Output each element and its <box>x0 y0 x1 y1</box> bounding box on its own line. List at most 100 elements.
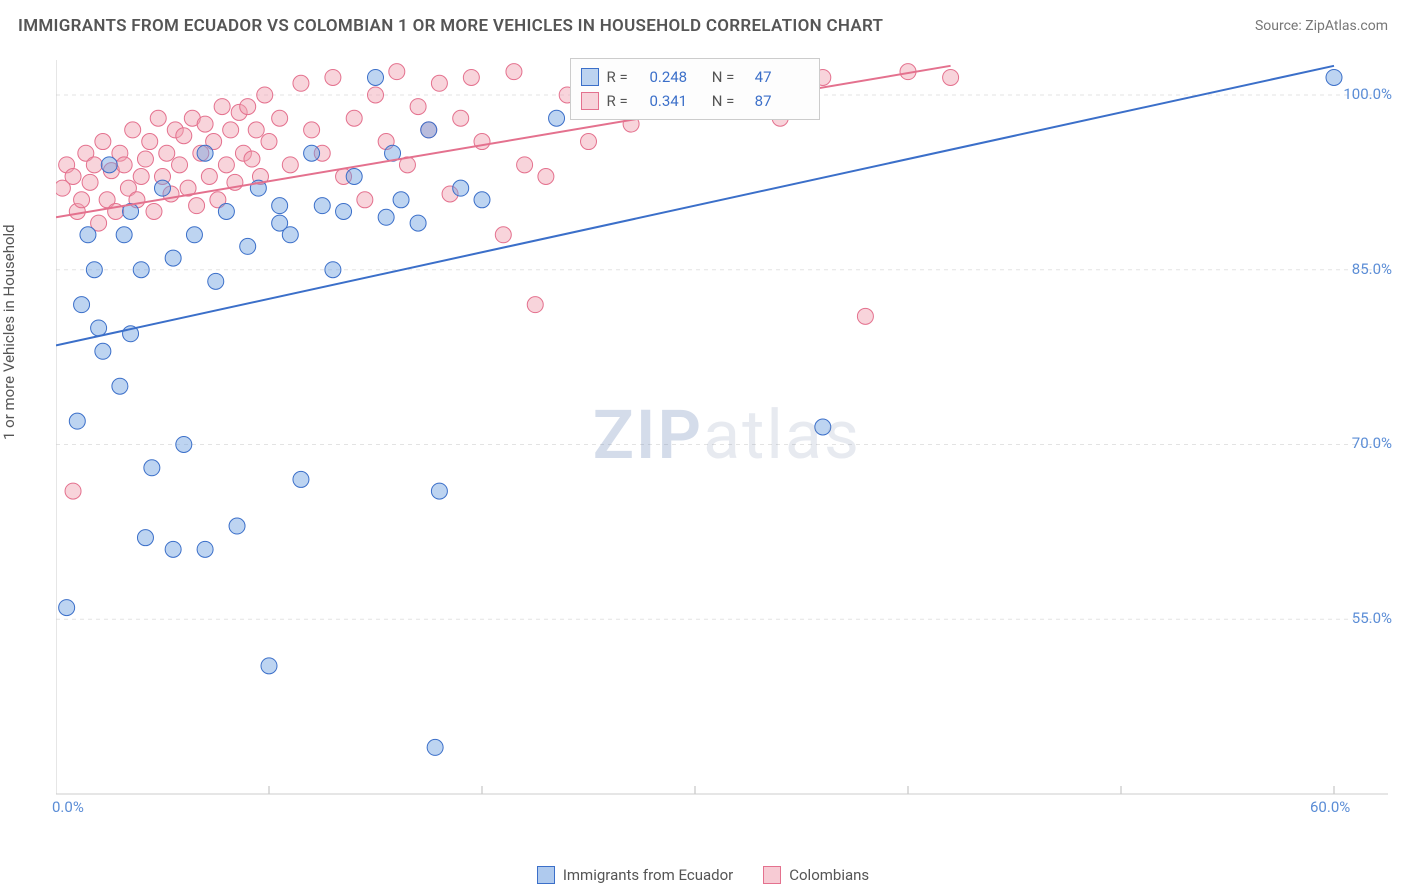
data-point <box>150 110 166 126</box>
data-point <box>410 215 426 231</box>
legend-swatch <box>537 866 555 884</box>
data-point <box>346 110 362 126</box>
data-point <box>80 227 96 243</box>
data-point <box>346 169 362 185</box>
data-point <box>368 87 384 103</box>
data-point <box>95 134 111 150</box>
data-point <box>65 169 81 185</box>
y-tick-label: 85.0% <box>1352 260 1392 278</box>
data-point <box>133 262 149 278</box>
data-point <box>421 122 437 138</box>
data-point <box>137 530 153 546</box>
data-point <box>293 471 309 487</box>
data-point <box>410 99 426 115</box>
x-tick-label: 60.0% <box>1310 798 1350 816</box>
data-point <box>165 541 181 557</box>
stats-row: R =0.341N =87 <box>581 89 809 113</box>
data-point <box>86 157 102 173</box>
legend-swatch <box>581 92 599 110</box>
data-point <box>218 203 234 219</box>
data-point <box>197 116 213 132</box>
legend-label: Immigrants from Ecuador <box>563 866 733 884</box>
data-point <box>293 75 309 91</box>
data-point <box>527 297 543 313</box>
data-point <box>506 64 522 80</box>
data-point <box>282 227 298 243</box>
data-point <box>357 192 373 208</box>
data-point <box>116 227 132 243</box>
data-point <box>517 157 533 173</box>
data-point <box>1326 69 1342 85</box>
data-point <box>325 262 341 278</box>
data-point <box>272 198 288 214</box>
y-tick-label: 100.0% <box>1343 85 1392 103</box>
data-point <box>229 518 245 534</box>
data-point <box>325 69 341 85</box>
data-point <box>189 198 205 214</box>
data-point <box>144 460 160 476</box>
data-point <box>214 99 230 115</box>
data-point <box>69 413 85 429</box>
data-point <box>240 238 256 254</box>
data-point <box>176 128 192 144</box>
page-title: IMMIGRANTS FROM ECUADOR VS COLOMBIAN 1 O… <box>18 16 883 36</box>
data-point <box>427 739 443 755</box>
data-point <box>378 209 394 225</box>
data-point <box>197 541 213 557</box>
data-point <box>240 99 256 115</box>
y-tick-label: 55.0% <box>1352 609 1392 627</box>
n-label: N = <box>712 92 747 110</box>
data-point <box>91 320 107 336</box>
legend-label: Colombians <box>789 866 869 884</box>
data-point <box>133 169 149 185</box>
legend-item: Immigrants from Ecuador <box>537 866 733 884</box>
data-point <box>431 75 447 91</box>
data-point <box>244 151 260 167</box>
data-point <box>261 658 277 674</box>
data-point <box>74 192 90 208</box>
data-point <box>393 192 409 208</box>
data-point <box>197 145 213 161</box>
data-point <box>146 203 162 219</box>
data-point <box>282 157 298 173</box>
data-point <box>257 87 273 103</box>
data-point <box>137 151 153 167</box>
n-value: 47 <box>755 68 809 86</box>
data-point <box>208 273 224 289</box>
data-point <box>112 378 128 394</box>
stats-row: R =0.248N =47 <box>581 65 809 89</box>
r-value: 0.341 <box>649 92 703 110</box>
data-point <box>304 145 320 161</box>
data-point <box>172 157 188 173</box>
x-tick-label: 0.0% <box>52 798 84 816</box>
data-point <box>65 483 81 499</box>
r-label: R = <box>607 92 642 110</box>
r-label: R = <box>607 68 642 86</box>
data-point <box>389 64 405 80</box>
data-point <box>272 110 288 126</box>
y-axis-label: 1 or more Vehicles in Household <box>0 224 18 440</box>
data-point <box>86 262 102 278</box>
legend-swatch <box>763 866 781 884</box>
data-point <box>159 145 175 161</box>
scatter-chart <box>56 50 1388 830</box>
data-point <box>815 419 831 435</box>
data-point <box>248 122 264 138</box>
data-point <box>474 192 490 208</box>
data-point <box>463 69 479 85</box>
data-point <box>186 227 202 243</box>
data-point <box>176 436 192 452</box>
legend-swatch <box>581 68 599 86</box>
data-point <box>74 297 90 313</box>
data-point <box>581 134 597 150</box>
data-point <box>368 69 384 85</box>
data-point <box>116 157 132 173</box>
data-point <box>549 110 565 126</box>
legend-item: Colombians <box>763 866 869 884</box>
n-label: N = <box>712 68 747 86</box>
data-point <box>95 343 111 359</box>
series-legend: Immigrants from Ecuador Colombians <box>0 866 1406 884</box>
data-point <box>453 180 469 196</box>
data-point <box>165 250 181 266</box>
data-point <box>142 134 158 150</box>
